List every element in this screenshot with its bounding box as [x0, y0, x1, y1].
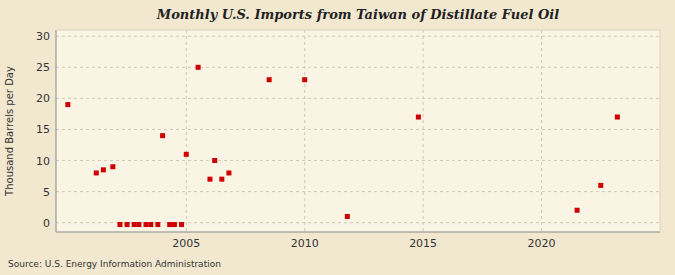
point — [136, 222, 141, 227]
y-grid-line — [56, 36, 660, 37]
frame-top — [56, 30, 660, 31]
point — [167, 222, 172, 227]
x-tick-label: 2020 — [528, 237, 556, 250]
grid — [56, 30, 660, 232]
x-grid-line — [304, 30, 305, 232]
chart: 0 5 10 15 20 25 30 2005 2010 2015 2020 Monthly U.S.… — [0, 0, 675, 275]
point — [184, 152, 189, 157]
y-tick-label: 25 — [36, 61, 50, 74]
point — [148, 222, 153, 227]
title: Monthly U.S. Imports from Taiwan of Dist… — [156, 7, 560, 22]
y-grid-line — [56, 191, 660, 192]
point — [179, 222, 184, 227]
y-tick-label: 30 — [36, 30, 50, 43]
y-tick-label: 20 — [36, 92, 50, 105]
point — [598, 183, 603, 188]
axes: 0 5 10 15 20 25 30 2005 2010 2015 2020 — [36, 30, 660, 250]
point — [575, 208, 580, 213]
x-grid-line — [423, 30, 424, 232]
point — [416, 115, 421, 120]
x-tick-label: 2010 — [291, 237, 319, 250]
y-grid-line — [56, 129, 660, 130]
y-axis-line — [56, 30, 57, 232]
plot-background — [56, 30, 660, 232]
y-tick-label: 5 — [43, 186, 50, 199]
point — [219, 177, 224, 182]
point — [117, 222, 122, 227]
point — [160, 133, 165, 138]
point — [155, 222, 160, 227]
frame-right — [660, 30, 661, 232]
y-grid-line — [56, 160, 660, 161]
point — [345, 214, 350, 219]
point — [302, 77, 307, 82]
point — [196, 65, 201, 70]
x-grid-line — [186, 30, 187, 232]
point — [267, 77, 272, 82]
background — [0, 0, 675, 275]
x-tick-label: 2015 — [409, 237, 437, 250]
y-grid-line — [56, 67, 660, 68]
x-tick-label: 2005 — [172, 237, 200, 250]
x-grid-line — [541, 30, 542, 232]
y-tick-label: 10 — [36, 155, 50, 168]
point — [207, 177, 212, 182]
points — [65, 65, 620, 227]
point — [212, 158, 217, 163]
point — [125, 222, 130, 227]
y-axis-label: Thousand Barrels per Day — [4, 66, 15, 197]
y-tick-label: 0 — [43, 217, 50, 230]
point — [110, 164, 115, 169]
x-axis-line — [56, 232, 660, 233]
point — [132, 222, 137, 227]
point — [615, 115, 620, 120]
point — [101, 167, 106, 172]
point — [172, 222, 177, 227]
point — [226, 170, 231, 175]
point — [94, 170, 99, 175]
y-grid-line — [56, 98, 660, 99]
point — [144, 222, 149, 227]
point — [65, 102, 70, 107]
source: Source: U.S. Energy Information Administ… — [8, 259, 221, 269]
y-tick-label: 15 — [36, 123, 50, 136]
